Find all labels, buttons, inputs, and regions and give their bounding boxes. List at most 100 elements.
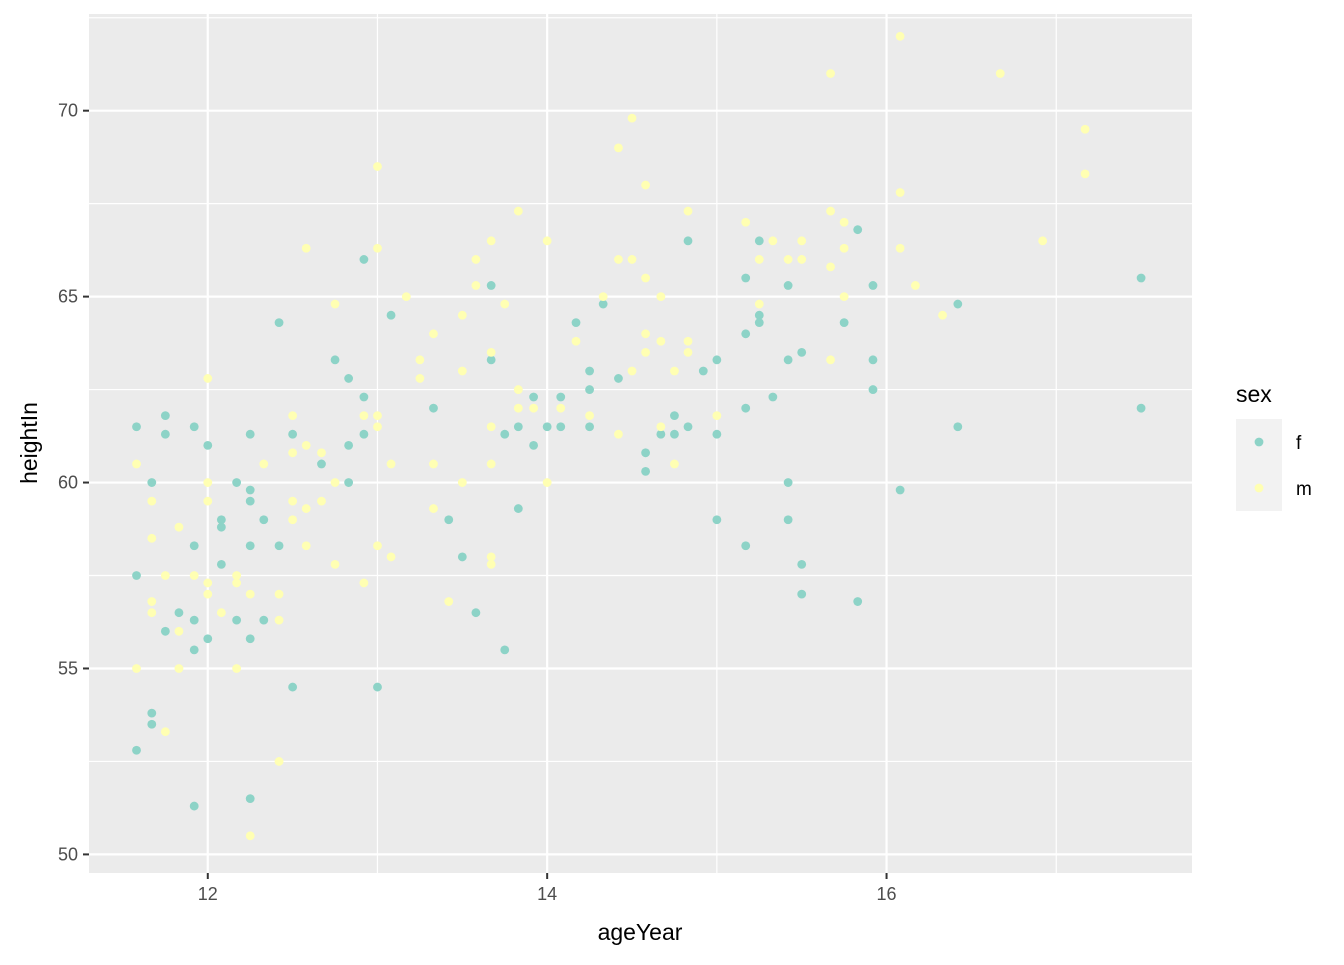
- x-axis-title: ageYear: [598, 919, 683, 945]
- point-f: [457, 552, 467, 562]
- point-m: [259, 459, 269, 469]
- point-f: [471, 608, 481, 618]
- point-f: [754, 236, 764, 246]
- point-f: [670, 411, 679, 421]
- y-axis-title: heightIn: [16, 402, 42, 484]
- point-f: [712, 355, 722, 365]
- point-m: [373, 162, 382, 171]
- point-m: [203, 578, 213, 588]
- point-m: [783, 255, 793, 264]
- point-f: [953, 299, 963, 309]
- point-m: [301, 243, 311, 253]
- point-m: [826, 262, 835, 272]
- point-f: [585, 422, 594, 432]
- point-f: [797, 347, 807, 357]
- point-f: [174, 608, 184, 618]
- point-f: [373, 682, 382, 692]
- point-m: [359, 411, 369, 421]
- point-m: [641, 180, 650, 190]
- x-tick-label: 12: [198, 884, 218, 904]
- point-f: [132, 745, 141, 755]
- legend-title: sex: [1236, 381, 1272, 407]
- point-f: [288, 429, 298, 439]
- point-m: [429, 504, 438, 513]
- legend-label-f: f: [1296, 433, 1302, 454]
- point-m: [656, 336, 666, 346]
- point-m: [429, 459, 438, 469]
- point-m: [641, 347, 650, 357]
- point-f: [245, 634, 255, 644]
- point-f: [797, 559, 807, 569]
- point-f: [386, 310, 396, 320]
- point-f: [444, 515, 454, 525]
- point-f: [683, 422, 693, 432]
- point-f: [641, 448, 650, 458]
- point-f: [189, 645, 199, 655]
- point-m: [768, 236, 778, 246]
- point-f: [189, 615, 199, 625]
- point-m: [513, 385, 523, 394]
- point-m: [670, 366, 679, 376]
- point-f: [274, 318, 284, 328]
- point-f: [542, 422, 552, 432]
- point-m: [895, 31, 905, 41]
- point-m: [301, 440, 311, 450]
- point-m: [1038, 236, 1048, 246]
- point-m: [683, 206, 693, 216]
- point-m: [373, 541, 382, 551]
- point-m: [839, 292, 849, 302]
- point-f: [359, 429, 369, 439]
- point-m: [386, 459, 396, 469]
- point-f: [513, 422, 523, 432]
- data-points: [132, 31, 1146, 841]
- point-f: [953, 422, 963, 432]
- point-m: [301, 504, 311, 513]
- point-f: [216, 515, 226, 525]
- point-m: [754, 255, 764, 264]
- point-m: [471, 255, 481, 264]
- point-f: [359, 392, 369, 402]
- point-m: [203, 496, 213, 506]
- point-m: [1080, 169, 1090, 179]
- point-f: [232, 615, 242, 625]
- point-m: [203, 589, 213, 599]
- point-m: [232, 664, 242, 673]
- point-m: [132, 459, 141, 469]
- point-m: [203, 374, 213, 383]
- point-m: [160, 727, 170, 737]
- point-m: [826, 206, 835, 216]
- point-m: [911, 281, 920, 290]
- point-m: [486, 422, 496, 432]
- point-f: [895, 485, 905, 495]
- point-m: [203, 478, 213, 487]
- point-f: [245, 794, 255, 804]
- point-f: [330, 355, 340, 365]
- point-f: [529, 392, 538, 402]
- point-f: [189, 541, 199, 551]
- point-m: [274, 757, 284, 766]
- point-m: [274, 589, 284, 599]
- point-m: [386, 552, 396, 562]
- point-f: [245, 485, 255, 495]
- point-f: [160, 429, 170, 439]
- point-m: [471, 281, 481, 290]
- y-tick-label: 50: [58, 844, 78, 864]
- point-f: [783, 478, 793, 487]
- point-m: [571, 336, 581, 346]
- point-m: [895, 188, 905, 197]
- point-f: [317, 459, 326, 469]
- point-m: [160, 571, 170, 580]
- point-m: [797, 255, 807, 264]
- point-m: [500, 299, 510, 309]
- y-tick-label: 70: [58, 101, 78, 121]
- point-f: [741, 273, 751, 283]
- point-f: [1136, 273, 1146, 283]
- point-f: [712, 429, 722, 439]
- point-m: [444, 597, 454, 606]
- point-m: [317, 496, 326, 506]
- point-m: [585, 411, 594, 421]
- y-tick-label: 60: [58, 473, 78, 493]
- point-f: [344, 374, 354, 383]
- point-f: [132, 571, 141, 580]
